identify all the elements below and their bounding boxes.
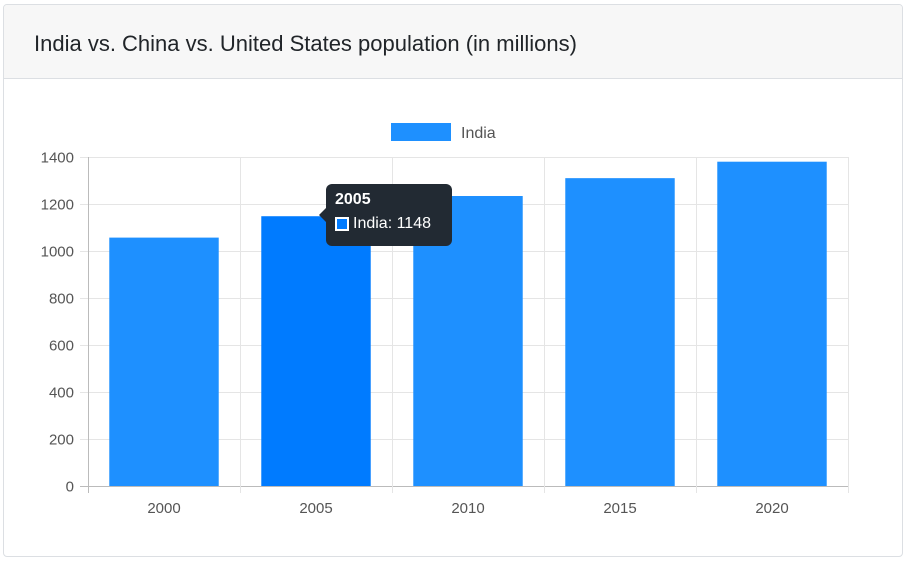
bar-2015[interactable] <box>565 178 674 486</box>
bar-2020[interactable] <box>717 162 826 486</box>
x-tick-label: 2010 <box>451 500 484 517</box>
bar-2000[interactable] <box>109 238 218 486</box>
y-tick-label: 800 <box>49 291 74 308</box>
legend-swatch-india[interactable] <box>391 123 451 141</box>
tooltip-label: India: 1148 <box>353 215 431 233</box>
x-tick-label: 2015 <box>603 500 636 517</box>
y-tick-label: 1000 <box>41 244 74 261</box>
chart-tooltip: 2005 India: 1148 <box>326 184 452 246</box>
y-tick-label: 1200 <box>41 197 74 214</box>
x-tick-label: 2000 <box>147 500 180 517</box>
y-tick-label: 400 <box>49 385 74 402</box>
tooltip-color-swatch <box>335 217 349 231</box>
bar-2005[interactable] <box>261 216 370 486</box>
x-tick-label: 2005 <box>299 500 332 517</box>
tooltip-title: 2005 <box>335 191 443 209</box>
tooltip-row: India: 1148 <box>335 215 443 233</box>
y-tick-label: 600 <box>49 338 74 355</box>
x-tick-label: 2020 <box>755 500 788 517</box>
legend-label-india[interactable]: India <box>461 125 496 142</box>
y-tick-label: 0 <box>66 479 74 496</box>
y-tick-label: 1400 <box>41 150 74 167</box>
y-tick-label: 200 <box>49 432 74 449</box>
